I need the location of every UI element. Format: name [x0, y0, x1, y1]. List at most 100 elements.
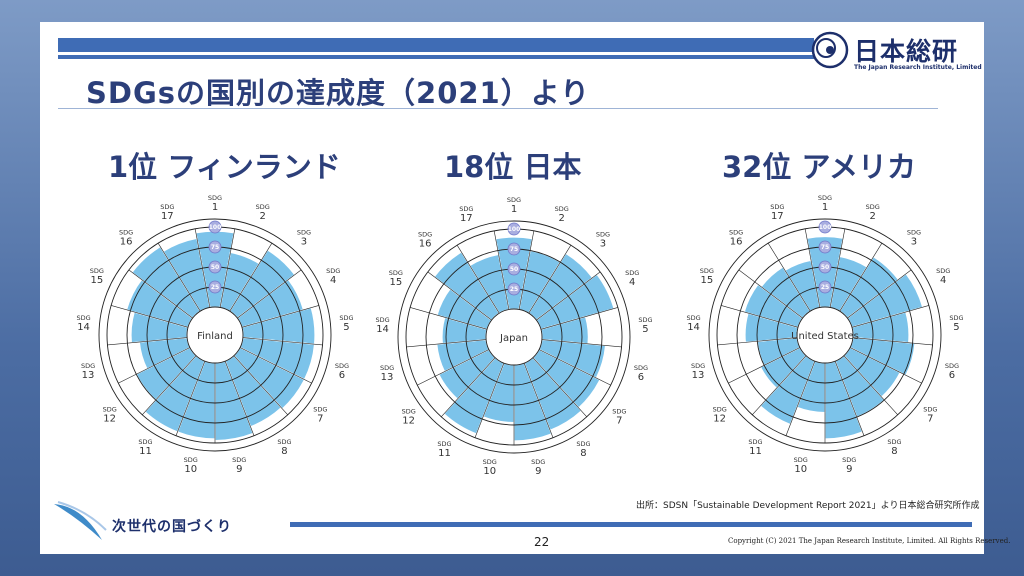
sdg-prefix: SDG: [138, 438, 152, 446]
sdg-number: 3: [600, 238, 606, 249]
sdg-prefix: SDG: [576, 440, 590, 448]
scale-tick-label: 25: [821, 284, 829, 291]
sdg-prefix: SDG: [297, 228, 311, 236]
scale-tick-label: 50: [821, 264, 829, 271]
grid-spoke: [849, 347, 922, 384]
grid-spoke: [241, 305, 319, 328]
sdg-number: 15: [90, 275, 103, 286]
sdg-prefix: SDG: [103, 406, 117, 414]
sdg-number: 5: [343, 322, 349, 333]
copyright: Copyright (C) 2021 The Japan Research In…: [728, 537, 1011, 545]
rank-label-finland: 1位 フィンランド: [108, 150, 341, 184]
header-bar-thin: [58, 55, 814, 59]
sdg-prefix: SDG: [160, 203, 174, 211]
sdg-number: 17: [460, 213, 473, 224]
sdg-number: 8: [281, 446, 287, 457]
grid-spoke: [717, 337, 798, 346]
sdg-prefix: SDG: [339, 314, 353, 322]
sdg-number: 3: [301, 236, 307, 247]
scale-tick-label: 100: [508, 226, 521, 233]
outer-ring: [397, 220, 631, 454]
sdg-prefix: SDG: [119, 228, 133, 236]
sdg-number: 14: [77, 322, 90, 333]
scale-tick-label: 25: [211, 284, 219, 291]
grid-spoke: [728, 347, 801, 384]
grid-spoke: [851, 305, 929, 328]
rank-label-usa: 32位 アメリカ: [722, 150, 917, 184]
grid-spoke: [852, 337, 933, 346]
scale-badge: [818, 260, 832, 274]
grid-spoke: [233, 355, 288, 416]
company-logo: 日本総研 The Japan Research Institute, Limit…: [810, 30, 982, 76]
sdg-prefix: SDG: [389, 269, 403, 277]
scale-tick-label: 100: [819, 224, 832, 231]
scale-tick-label: 75: [510, 246, 518, 253]
sdg-prefix: SDG: [277, 438, 291, 446]
sdg-prefix: SDG: [634, 364, 648, 372]
grid-spoke: [752, 355, 807, 416]
grid-spoke: [532, 357, 587, 418]
sdg-prefix: SDG: [380, 364, 394, 372]
logo-mark-icon: [811, 31, 849, 69]
sdg-prefix: SDG: [256, 203, 270, 211]
sdg-number: 10: [184, 464, 197, 475]
sdg-number: 7: [317, 414, 323, 425]
grid-spoke: [847, 269, 912, 319]
sdg-prefix: SDG: [208, 194, 222, 202]
grid-spoke: [541, 339, 622, 348]
sdg-number: 5: [953, 322, 959, 333]
outer-ring: [98, 218, 332, 452]
grid-spoke: [229, 243, 273, 312]
sdg-prefix: SDG: [770, 203, 784, 211]
grid-spoke: [518, 230, 535, 310]
center-label: Finland: [197, 331, 233, 342]
scale-tick-label: 50: [211, 264, 219, 271]
sdg-prefix: SDG: [842, 456, 856, 464]
scale-badge: [507, 262, 521, 276]
footer-rule: [290, 522, 972, 527]
footer-tagline: 次世代の国づくり: [112, 519, 232, 535]
grid-spoke: [118, 347, 191, 384]
sdg-prefix: SDG: [375, 316, 389, 324]
page-title: SDGsの国別の達成度（2021）より: [86, 76, 591, 110]
sdg-prefix: SDG: [483, 458, 497, 466]
sdg-prefix: SDG: [691, 362, 705, 370]
source-note: 出所：SDSN「Sustainable Development Report 2…: [636, 501, 980, 511]
grid-spoke: [528, 245, 572, 314]
logo-name: 日本総研: [854, 37, 959, 66]
sdg-prefix: SDG: [76, 314, 90, 322]
grid-spoke: [410, 307, 488, 330]
grid-spoke: [540, 307, 618, 330]
sdg-prefix: SDG: [748, 438, 762, 446]
sdg-prefix: SDG: [418, 230, 432, 238]
sdg-number: 17: [161, 211, 174, 222]
footer-wave-icon: [54, 501, 107, 540]
scale-badge: [818, 280, 832, 294]
sdg-number: 9: [535, 466, 541, 477]
grid-spoke: [441, 357, 496, 418]
sdg-prefix: SDG: [555, 205, 569, 213]
sdg-number: 2: [869, 211, 875, 222]
sdg-number: 14: [687, 322, 700, 333]
sdg-number: 16: [419, 238, 432, 249]
grid-spoke: [417, 349, 490, 386]
